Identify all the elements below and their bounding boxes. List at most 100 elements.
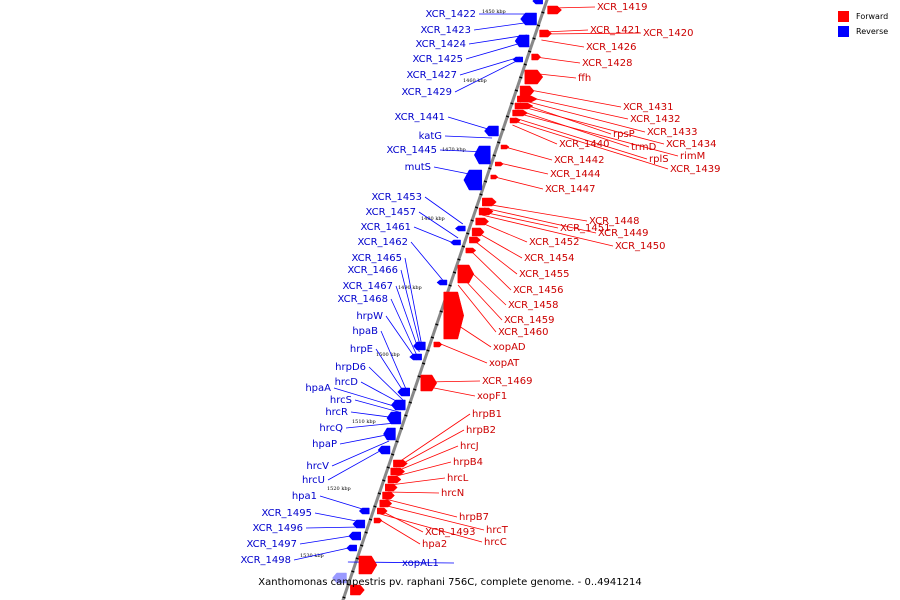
kbp-tick-label: 1450 kbp xyxy=(482,9,506,15)
backbone-tick-mark xyxy=(395,440,399,443)
gene-label-xcr-1458: XCR_1458 xyxy=(508,300,559,311)
forward-gene-arrow xyxy=(457,264,475,284)
gene-label-xcr-1498: XCR_1498 xyxy=(240,555,291,566)
forward-gene-arrow xyxy=(519,85,535,97)
leader-line xyxy=(475,231,523,259)
backbone-tick-mark xyxy=(483,180,488,183)
kbp-tick-label: 1480 kbp xyxy=(421,216,445,222)
backbone-tick-mark xyxy=(346,583,351,586)
forward-gene-arrow xyxy=(420,374,438,392)
forward-gene-arrow xyxy=(494,161,504,167)
leader-line xyxy=(319,495,366,511)
gene-label-xcr-1462: XCR_1462 xyxy=(357,237,408,248)
backbone-tick-mark xyxy=(479,193,483,196)
gene-label-rimm: rimM xyxy=(680,151,705,162)
backbone-tick-mark xyxy=(488,167,492,170)
forward-gene-arrow xyxy=(482,197,497,207)
gene-label-xcr-1434: XCR_1434 xyxy=(666,139,717,150)
gene-label-hrpd6: hrpD6 xyxy=(335,362,366,373)
leader-line xyxy=(544,29,589,33)
backbone-tick-mark xyxy=(404,414,408,417)
reverse-gene-arrow xyxy=(386,411,402,425)
leader-line xyxy=(438,342,488,364)
gene-label-hrct: hrcT xyxy=(486,525,509,536)
leader-line xyxy=(512,124,558,145)
leader-line xyxy=(368,366,404,401)
leader-line xyxy=(410,241,444,282)
leader-line xyxy=(395,285,420,353)
leader-line xyxy=(299,534,358,545)
forward-gene-arrow xyxy=(358,555,378,575)
forward-gene-arrow xyxy=(539,29,552,38)
gene-label-xcr-1439: XCR_1439 xyxy=(670,164,721,175)
gene-label-xcr-1424: XCR_1424 xyxy=(415,39,466,50)
backbone-tick-mark xyxy=(430,336,435,339)
leader-line xyxy=(413,226,457,245)
leader-line xyxy=(381,510,424,533)
forward-gene-arrow xyxy=(465,247,477,254)
leader-line xyxy=(390,298,418,358)
backbone-tick-mark xyxy=(510,102,514,105)
leader-line xyxy=(484,207,597,234)
reverse-gene-arrow xyxy=(484,125,499,137)
backbone-tick-mark xyxy=(377,492,382,495)
backbone-tick-mark xyxy=(492,154,496,157)
backbone-tick-mark xyxy=(421,362,426,365)
gene-label-hrpb4: hrpB4 xyxy=(453,457,483,468)
gene-label-xcr-1432: XCR_1432 xyxy=(630,114,681,125)
forward-gene-arrow xyxy=(393,459,408,468)
gene-label-xcr-1421: XCR_1421 xyxy=(590,25,641,36)
backbone-tick-mark xyxy=(474,206,479,209)
forward-gene-arrow xyxy=(514,102,534,110)
leader-line xyxy=(520,99,646,133)
backbone-tick-mark xyxy=(527,50,532,53)
gene-label-hrcv: hrcV xyxy=(306,461,329,472)
reverse-gene-arrow xyxy=(348,531,362,541)
reverse-gene-arrow xyxy=(409,353,422,361)
forward-gene-arrow xyxy=(524,69,544,85)
backbone-tick-mark xyxy=(541,11,545,14)
label-leader-lines xyxy=(293,6,679,564)
leader-line xyxy=(479,221,528,243)
backbone-tick-mark xyxy=(417,375,421,378)
gene-label-hrcj: hrcJ xyxy=(460,441,479,452)
leader-line xyxy=(400,269,422,349)
leader-line xyxy=(390,477,446,486)
gene-label-hrcu: hrcU xyxy=(302,475,325,486)
gene-label-hrcd: hrcD xyxy=(335,377,359,388)
leader-line xyxy=(465,41,525,60)
gene-label-xcr-1456: XCR_1456 xyxy=(513,285,564,296)
reverse-gene-arrow xyxy=(346,544,357,552)
backbone-tick-mark xyxy=(435,323,439,326)
leader-line xyxy=(385,315,417,361)
backbone-tick-mark xyxy=(505,115,510,118)
gene-label-xcr-1426: XCR_1426 xyxy=(586,42,637,53)
leader-line xyxy=(454,59,519,93)
leader-line xyxy=(444,135,493,139)
forward-gene-arrow xyxy=(382,491,395,500)
backbone-tick-mark xyxy=(452,271,457,274)
reverse-gene-arrow xyxy=(383,427,396,441)
gene-label-hrcn: hrcN xyxy=(441,488,464,499)
leader-line xyxy=(378,518,421,545)
forward-gene-arrow xyxy=(350,584,365,596)
backbone-tick-mark xyxy=(501,128,505,131)
leader-line xyxy=(543,32,642,35)
reverse-gene-arrow xyxy=(450,239,461,246)
leader-line xyxy=(481,214,614,247)
leader-line xyxy=(469,249,512,291)
genome-caption: Xanthomonas campestris pv. raphani 756C,… xyxy=(258,577,642,588)
gene-label-xcr-1468: XCR_1468 xyxy=(337,294,388,305)
gene-label-rpls: rplS xyxy=(649,154,669,165)
forward-gene-arrow xyxy=(433,341,443,348)
gene-label-xcr-1431: XCR_1431 xyxy=(623,102,674,113)
leader-line xyxy=(457,284,497,333)
leader-line xyxy=(380,513,483,543)
backbone-tick-mark xyxy=(399,427,404,430)
backbone-tick-mark xyxy=(448,284,452,287)
leader-line xyxy=(473,239,518,275)
gene-label-xcr-1497: XCR_1497 xyxy=(246,539,297,550)
gene-label-hrcq: hrcQ xyxy=(319,423,343,434)
leader-line xyxy=(541,39,585,48)
kbp-tick-label: 1500 kbp xyxy=(376,352,400,358)
